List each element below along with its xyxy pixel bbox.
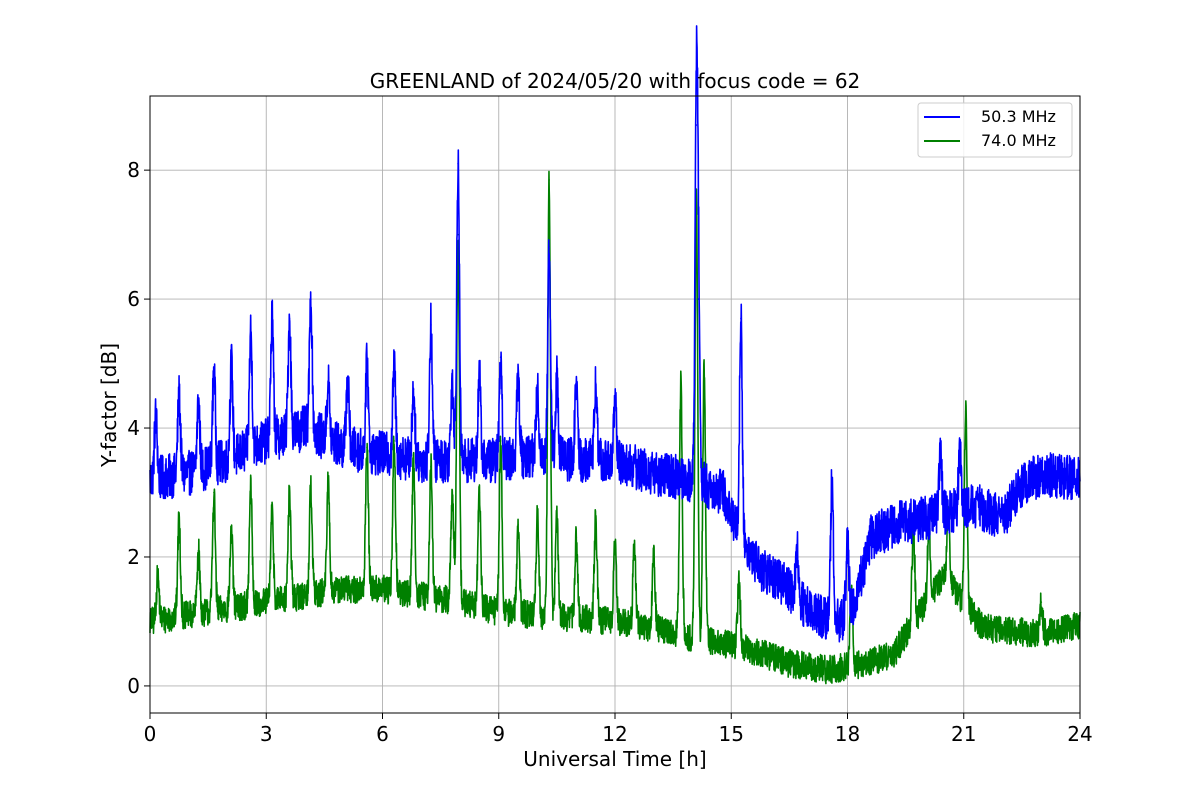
x-tick-label: 24 [1067, 722, 1092, 746]
spike-point [959, 453, 961, 455]
spike-point [249, 330, 252, 333]
spike-point [430, 324, 432, 326]
spike-point [594, 517, 597, 520]
spike-point [594, 382, 597, 384]
spike-point [451, 491, 454, 494]
spike-point [393, 440, 395, 442]
spike-point [740, 317, 742, 320]
spike-point [178, 517, 180, 520]
spike-point [680, 382, 682, 384]
series-line-50-3-mhz [149, 25, 1081, 643]
chart-title: GREENLAND of 2024/05/20 with focus code … [370, 69, 861, 93]
spike-point [310, 485, 312, 487]
spike-point [412, 459, 415, 462]
spike-point [366, 446, 368, 449]
spike-point [517, 523, 519, 526]
y-tick-label: 6 [127, 287, 140, 311]
spike-point [939, 453, 942, 455]
spike-point [271, 511, 273, 513]
spike-point [614, 543, 616, 545]
spike-point [846, 543, 849, 545]
x-tick-label: 9 [492, 722, 505, 746]
spike-point [249, 485, 252, 487]
spike-point [697, 298, 700, 300]
x-tick-label: 12 [602, 722, 627, 746]
legend-label-74-0-mhz: 74.0 MHz [981, 131, 1056, 150]
spike-point [517, 375, 519, 378]
spike-point [478, 375, 481, 378]
spike-point [430, 465, 432, 468]
spike-point [695, 124, 698, 126]
x-tick-label: 3 [260, 722, 273, 746]
spike-point [556, 517, 558, 520]
spike-point [288, 491, 291, 494]
spike-point [575, 382, 578, 384]
spike-point [213, 369, 215, 371]
spike-point [614, 401, 616, 404]
spike-point [652, 556, 655, 558]
spike-point [536, 388, 539, 391]
spike-point [499, 440, 502, 442]
y-tick-label: 0 [127, 674, 140, 698]
spike-point [366, 362, 368, 365]
series-line-74-0-mhz [149, 170, 1081, 685]
spike-point [831, 478, 833, 481]
legend-label-50-3-mhz: 50.3 MHz [981, 107, 1056, 126]
spike-point [457, 162, 459, 165]
spike-point [197, 401, 200, 404]
spike-point [230, 362, 233, 365]
spike-point [548, 179, 550, 181]
x-tick-label: 21 [951, 722, 976, 746]
spike-point [346, 375, 349, 378]
y-tick-label: 2 [127, 545, 140, 569]
spike-point [178, 394, 180, 397]
spike-point [327, 478, 330, 481]
spike-point [1040, 601, 1043, 603]
spike-point [738, 581, 740, 584]
spike-point [964, 411, 967, 413]
x-tick-label: 18 [835, 722, 860, 746]
spike-point [288, 317, 291, 320]
x-axis-label: Universal Time [h] [523, 747, 706, 771]
spike-point [499, 356, 502, 358]
spike-point [633, 543, 636, 545]
spike-point [412, 388, 415, 391]
spike-point [155, 414, 157, 416]
spike-point [393, 362, 395, 365]
spike-point [478, 491, 481, 494]
spike-point [796, 549, 798, 552]
spike-point [556, 375, 558, 378]
spike-point [271, 317, 273, 320]
spike-point [213, 491, 215, 494]
y-axis-label: Y-factor [dB] [97, 343, 121, 468]
spike-point [197, 549, 200, 552]
spike-point [327, 382, 330, 384]
spike-point [575, 536, 578, 539]
spike-point [310, 298, 312, 300]
spike-point [156, 575, 159, 578]
legend: 50.3 MHz 74.0 MHz [917, 102, 1073, 158]
spike-point [548, 246, 550, 249]
y-tick-label: 4 [127, 416, 140, 440]
spike-point [536, 511, 539, 513]
spike-point [230, 530, 233, 532]
spike-point [451, 375, 454, 378]
x-tick-label: 6 [376, 722, 389, 746]
x-tick-label: 15 [719, 722, 744, 746]
x-tick-label: 0 [144, 722, 157, 746]
y-tick-label: 8 [127, 158, 140, 182]
spike-point [703, 369, 705, 371]
series-lines [149, 25, 1081, 685]
